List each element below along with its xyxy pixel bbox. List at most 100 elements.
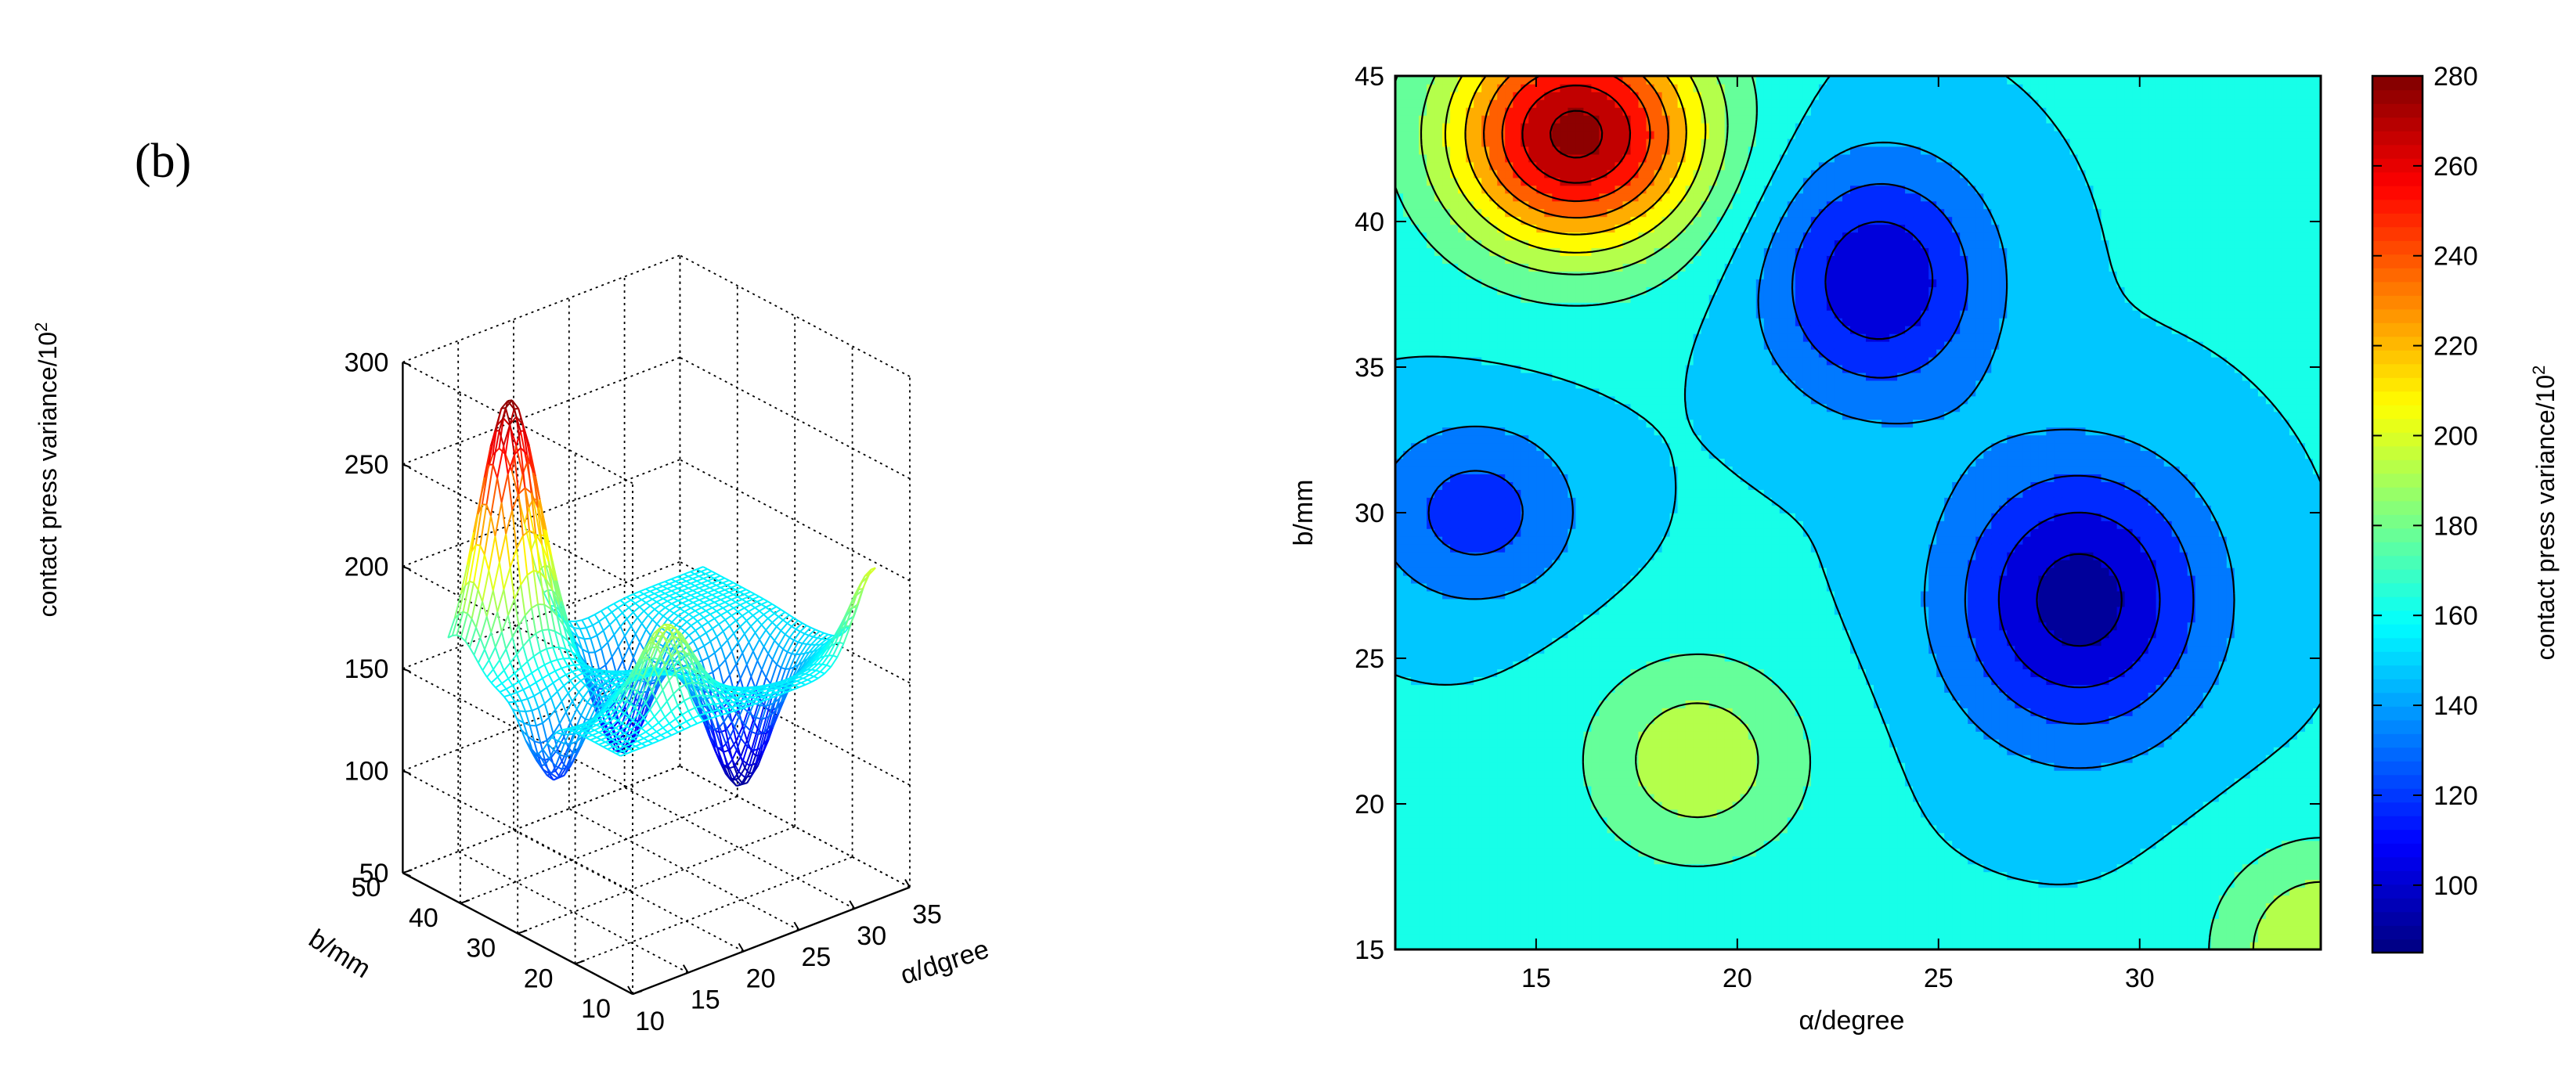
- surface-mesh-line: [503, 567, 511, 590]
- surface-mesh-line: [785, 689, 793, 694]
- surface-mesh-line: [658, 611, 664, 617]
- surface-mesh-line: [599, 696, 608, 707]
- surface-mesh-line: [722, 591, 730, 596]
- surface-mesh-line: [749, 750, 755, 766]
- contour-cell: [1395, 645, 1404, 654]
- contour-cell: [1395, 380, 1404, 389]
- surface-mesh-line: [703, 613, 711, 618]
- contour-cell: [1419, 364, 1427, 373]
- surface-mesh-line: [662, 610, 670, 617]
- contour-cell: [1442, 700, 1451, 708]
- contour-cell: [1427, 106, 1435, 116]
- contour-cell: [1497, 777, 1506, 787]
- surface-mesh-line: [550, 608, 558, 617]
- surface-mesh-line: [536, 722, 543, 727]
- contour-cell: [1505, 551, 1513, 560]
- surface-mesh-line: [687, 707, 695, 712]
- contour-cell: [1466, 247, 1474, 256]
- surface-mesh-line: [467, 582, 475, 614]
- contour-cell: [1458, 832, 1467, 841]
- contour-cell: [1403, 910, 1412, 919]
- surface-mesh-line: [665, 734, 673, 739]
- contour-cell: [1474, 801, 1482, 810]
- surface-mesh-line: [498, 561, 505, 590]
- contour-cell: [1489, 411, 1498, 420]
- contour-cell: [1481, 769, 1490, 779]
- contour-cell: [1442, 106, 1451, 116]
- contour-cell: [1458, 700, 1467, 708]
- contour-cell: [1466, 785, 1474, 794]
- surface-mesh-line: [579, 627, 586, 630]
- surface-mesh-line: [447, 635, 453, 639]
- surface-mesh-line: [665, 607, 670, 611]
- contour-cell: [1505, 700, 1513, 708]
- contour-cell: [1419, 676, 1427, 686]
- contour-cell: [1489, 138, 1498, 147]
- contour-cell: [1434, 559, 1443, 568]
- contour-cell: [1466, 629, 1474, 639]
- surface-mesh-line: [720, 584, 727, 589]
- contour-cell: [1450, 193, 1459, 202]
- contour-cell: [1395, 325, 1404, 334]
- contour-cell: [1474, 684, 1482, 693]
- contour-cell: [1403, 286, 1412, 295]
- contour-cell: [1411, 99, 1420, 108]
- contour-cell: [1497, 684, 1506, 693]
- contour-cell: [1427, 723, 1435, 732]
- surface-mesh-line: [645, 629, 651, 636]
- contour-cell: [1419, 809, 1427, 818]
- contour-cell: [1411, 551, 1420, 560]
- contour-cell: [1434, 411, 1443, 420]
- contour-cell: [1427, 185, 1435, 194]
- surface-mesh-line: [675, 602, 683, 607]
- surface-mesh-line: [750, 763, 757, 776]
- surface-mesh-line: [696, 695, 702, 707]
- surface-mesh-line: [673, 694, 679, 706]
- contour-cell: [1450, 403, 1459, 413]
- contour-cell: [1481, 543, 1490, 553]
- surface-mesh-line: [616, 676, 624, 680]
- contour-cell: [1497, 224, 1506, 233]
- contour-cell: [1489, 130, 1498, 139]
- contour-cell: [1458, 309, 1467, 319]
- contour-cell: [1481, 715, 1490, 724]
- contour-cell: [1489, 668, 1498, 678]
- contour-cell: [1481, 793, 1490, 802]
- surface-mesh-line: [722, 625, 731, 632]
- surface-mesh-line: [644, 701, 650, 715]
- contour-cell: [1411, 380, 1420, 389]
- contour-cell: [1450, 848, 1459, 857]
- contour-cell: [1481, 348, 1490, 358]
- surface-mesh-line: [580, 702, 589, 716]
- contour-cell: [1466, 317, 1474, 326]
- surface-mesh-line: [666, 636, 674, 644]
- contour-cell: [1442, 871, 1451, 881]
- contour-cell: [1427, 153, 1435, 163]
- contour-cell: [1442, 84, 1451, 92]
- surface-mesh-line: [770, 606, 777, 611]
- contour-cell: [1466, 926, 1474, 935]
- contour-cell: [1458, 785, 1467, 794]
- surface-mesh-line: [529, 748, 536, 755]
- contour-cell: [1489, 567, 1498, 576]
- contour-cell: [1434, 450, 1443, 459]
- surface-mesh-line: [639, 629, 648, 643]
- contour-cell: [1434, 746, 1443, 755]
- surface-xlabel: α/dgree: [897, 935, 993, 991]
- contour-cell: [1403, 91, 1412, 100]
- contour-cell: [1434, 708, 1443, 716]
- contour-cell: [1403, 653, 1412, 662]
- surface-mesh-line: [750, 603, 756, 609]
- surface-mesh-line: [630, 723, 638, 730]
- surface-mesh-line: [634, 696, 642, 708]
- contour-cell: [1427, 676, 1435, 686]
- contour-cell: [1434, 240, 1443, 249]
- contour-cell: [1395, 887, 1404, 896]
- surface-mesh-line: [532, 656, 539, 669]
- surface-mesh-line: [615, 750, 623, 755]
- contour-cell: [1474, 918, 1482, 927]
- surface-mesh-line: [739, 601, 747, 606]
- surface-mesh-line: [716, 696, 723, 699]
- contour-cell: [1442, 887, 1451, 896]
- surface-mesh-line: [482, 669, 488, 678]
